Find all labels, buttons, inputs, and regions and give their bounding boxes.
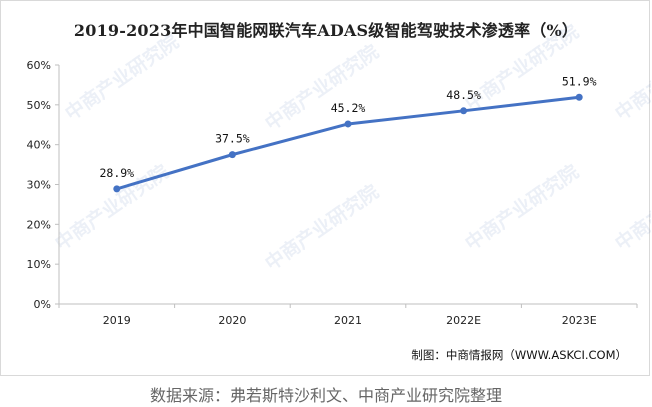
chart-credit: 制图：中商情报网（WWW.ASKCI.COM） [411, 348, 627, 362]
chart-card: 2019-2023年中国智能网联汽车ADAS级智能驾驶技术渗透率（%） 中商产业… [0, 0, 651, 376]
watermark-text: 中商产业研究院 [461, 160, 583, 255]
y-tick-label: 40% [27, 139, 51, 152]
data-label: 48.5% [446, 88, 481, 102]
data-label: 28.9% [99, 166, 134, 180]
y-tick-label: 30% [27, 179, 51, 192]
x-tick-label: 2021 [334, 314, 362, 327]
axes: 0% 10% 20% 30% 40% 50% 60% 2019 2020 2021 2022E 202… [27, 59, 638, 327]
x-tick-label: 2020 [218, 314, 246, 327]
x-tick-label: 2023E [562, 314, 597, 327]
y-tick-label: 20% [27, 218, 51, 231]
y-tick-label: 60% [27, 59, 51, 72]
data-point [344, 120, 352, 128]
y-tick-label: 10% [27, 258, 51, 271]
data-source-note: 数据来源：弗若斯特沙利文、中商产业研究院整理 [149, 386, 502, 405]
y-tick-label: 0% [34, 298, 51, 311]
data-label: 37.5% [215, 132, 250, 146]
data-point [228, 151, 236, 159]
chart-title: 2019-2023年中国智能网联汽车ADAS级智能驾驶技术渗透率（%） [73, 21, 579, 40]
x-tick-label: 2019 [103, 314, 131, 327]
watermark-text: 中商产业研究院 [61, 30, 183, 125]
series-marks: 28.9% 37.5% 45.2% 48.5% 51.9% [99, 74, 597, 193]
watermark-text: 中商产业研究院 [261, 180, 383, 275]
data-label: 51.9% [562, 74, 597, 88]
y-tick-label: 50% [27, 99, 51, 112]
data-point [575, 93, 583, 101]
watermark-text: 中商产业研究院 [611, 30, 651, 125]
data-label: 45.2% [331, 101, 366, 115]
data-point [113, 185, 121, 193]
data-point [460, 107, 468, 115]
x-tick-label: 2022E [446, 314, 481, 327]
watermark-text: 中商产业研究院 [611, 160, 651, 255]
